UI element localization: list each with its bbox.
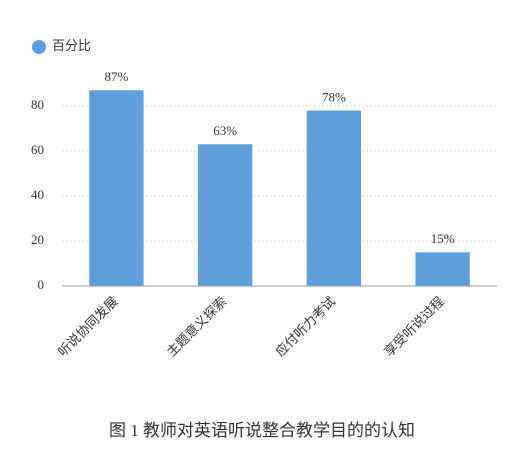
y-tick-label: 80 <box>31 97 44 112</box>
legend-marker <box>32 40 46 54</box>
data-label: 15% <box>431 231 455 246</box>
x-tick-label: 享受听说过程 <box>381 294 447 360</box>
x-tick-label: 听说协同发展 <box>55 294 121 360</box>
legend-label: 百分比 <box>52 38 91 53</box>
y-tick-label: 60 <box>31 142 44 157</box>
bar <box>415 252 470 286</box>
data-label: 78% <box>322 89 346 104</box>
x-tick-label: 应付听力考试 <box>272 294 338 360</box>
data-label: 87% <box>104 69 128 84</box>
x-tick-label: 主题意义探索 <box>164 294 230 360</box>
y-tick-label: 40 <box>31 187 44 202</box>
bar <box>89 90 144 286</box>
bar <box>306 110 362 286</box>
y-tick-label: 0 <box>38 277 45 292</box>
chart-title: 图 1 教师对英语听说整合教学目的的认知 <box>109 421 415 440</box>
data-label: 63% <box>213 123 237 138</box>
bar <box>197 144 253 286</box>
y-tick-label: 20 <box>31 232 44 247</box>
